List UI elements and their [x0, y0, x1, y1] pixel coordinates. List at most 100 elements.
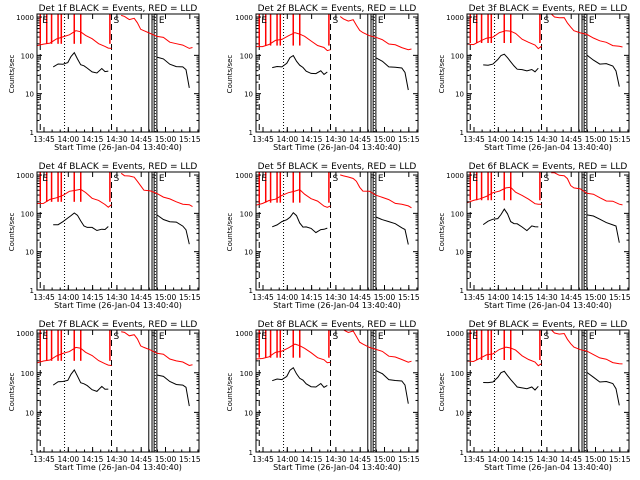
y-tick-label: 10 [455, 249, 464, 257]
chart-panel-5: Det 5f BLACK = Events, RED = LLD Start T… [226, 162, 420, 310]
plot-frame [466, 171, 630, 291]
y-tick-label: 1000 [16, 330, 34, 338]
plot-area [256, 172, 412, 290]
x-tick-label: 15:00 [374, 455, 396, 464]
marker-label: E [472, 332, 478, 342]
marker-label: F [581, 332, 586, 342]
x-tick-label: 13:45 [33, 293, 55, 302]
y-tick-label: 1 [249, 449, 253, 457]
x-tick-label: 15:15 [398, 293, 420, 302]
plot-frame [36, 329, 200, 453]
x-tick-label: 14:30 [536, 135, 558, 144]
y-tick-label: 10 [455, 409, 464, 417]
panel-title: Det 4f BLACK = Events, RED = LLD [39, 162, 198, 172]
y-tick-label: 100 [21, 52, 34, 60]
x-tick-label: 15:00 [155, 293, 177, 302]
y-axis-label: Counts/sec [8, 373, 16, 412]
x-tick-label: 14:45 [560, 455, 582, 464]
marker-label: S [333, 16, 339, 26]
y-tick-label: 1000 [235, 172, 253, 180]
x-tick-label: 15:00 [585, 455, 607, 464]
series-line-black [272, 54, 328, 76]
marker-label: E [42, 332, 48, 342]
y-axis-label: Counts/sec [438, 213, 446, 252]
y-axis-label: Counts/sec [226, 373, 234, 412]
marker-label: F [151, 16, 156, 26]
y-tick-label: 10 [25, 249, 34, 257]
x-tick-label: 15:15 [609, 293, 631, 302]
x-tick-label: 15:15 [179, 293, 201, 302]
y-tick-label: 100 [21, 210, 34, 218]
x-tick-label: 14:45 [130, 135, 152, 144]
series-line-black [156, 56, 190, 88]
y-tick-label: 100 [240, 210, 253, 218]
panel-title: Det 9f BLACK = Events, RED = LLD [469, 320, 628, 330]
plot-frame [466, 329, 630, 453]
y-axis-label: Counts/sec [226, 55, 234, 94]
marker-label: E [42, 174, 48, 184]
series-line-red [342, 330, 412, 363]
x-tick-label: 14:45 [349, 135, 371, 144]
marker-label: S [333, 174, 339, 184]
y-tick-label: 100 [21, 370, 34, 378]
series-line-black [52, 51, 109, 74]
x-tick-label: 14:45 [560, 293, 582, 302]
y-tick-label: 100 [451, 370, 464, 378]
x-tick-label: 14:00 [277, 293, 299, 302]
marker-label: S [544, 332, 550, 342]
x-tick-label: 14:45 [130, 293, 152, 302]
marker-label: S [114, 332, 120, 342]
x-tick-label: 15:00 [374, 135, 396, 144]
series-line-red [339, 16, 412, 51]
panel-title: Det 6f BLACK = Events, RED = LLD [469, 162, 628, 172]
plot-area [256, 330, 412, 452]
x-tick-label: 14:15 [512, 455, 534, 464]
marker-label: F [581, 16, 586, 26]
x-tick-label: 14:30 [325, 135, 347, 144]
y-tick-label: 1 [249, 287, 253, 295]
x-tick-label: 14:45 [130, 455, 152, 464]
y-axis-label: Counts/sec [438, 55, 446, 94]
x-tick-label: 15:00 [585, 293, 607, 302]
y-tick-label: 10 [244, 409, 253, 417]
x-tick-label: 14:30 [536, 293, 558, 302]
x-tick-label: 14:00 [277, 135, 299, 144]
marker-label: F [151, 332, 156, 342]
marker-label: E [159, 16, 165, 26]
x-tick-label: 13:45 [463, 455, 485, 464]
y-tick-label: 10 [25, 409, 34, 417]
y-tick-label: 1000 [16, 14, 34, 22]
x-tick-label: 13:45 [33, 135, 55, 144]
x-tick-label: 14:30 [325, 293, 347, 302]
x-tick-label: 14:30 [536, 455, 558, 464]
x-tick-label: 13:45 [252, 455, 274, 464]
x-tick-label: 13:45 [33, 455, 55, 464]
marker-label: E [261, 332, 267, 342]
plot-frame [255, 329, 419, 453]
x-tick-label: 15:15 [609, 455, 631, 464]
x-axis-label: Start Time (26-Jan-04 13:40:40) [484, 143, 612, 152]
plot-area [467, 14, 623, 132]
y-tick-label: 1 [249, 129, 253, 137]
series-line-red [550, 330, 623, 365]
y-tick-label: 1 [30, 129, 34, 137]
x-tick-label: 15:15 [179, 455, 201, 464]
x-tick-label: 13:45 [463, 293, 485, 302]
series-line-black [375, 57, 409, 91]
x-tick-label: 14:30 [325, 455, 347, 464]
marker-label: E [261, 174, 267, 184]
y-tick-label: 1 [460, 129, 464, 137]
x-tick-label: 13:45 [252, 135, 274, 144]
x-tick-label: 13:45 [252, 293, 274, 302]
plot-area [37, 330, 193, 452]
y-axis-label: Counts/sec [226, 213, 234, 252]
plot-frame [255, 171, 419, 291]
series-line-black [586, 371, 620, 406]
x-axis-label: Start Time (26-Jan-04 13:40:40) [54, 143, 182, 152]
y-tick-label: 1000 [446, 172, 464, 180]
plot-frame [36, 13, 200, 133]
x-tick-label: 14:15 [512, 293, 534, 302]
marker-label: E [159, 174, 165, 184]
y-tick-label: 1000 [16, 172, 34, 180]
x-tick-label: 14:00 [488, 135, 510, 144]
